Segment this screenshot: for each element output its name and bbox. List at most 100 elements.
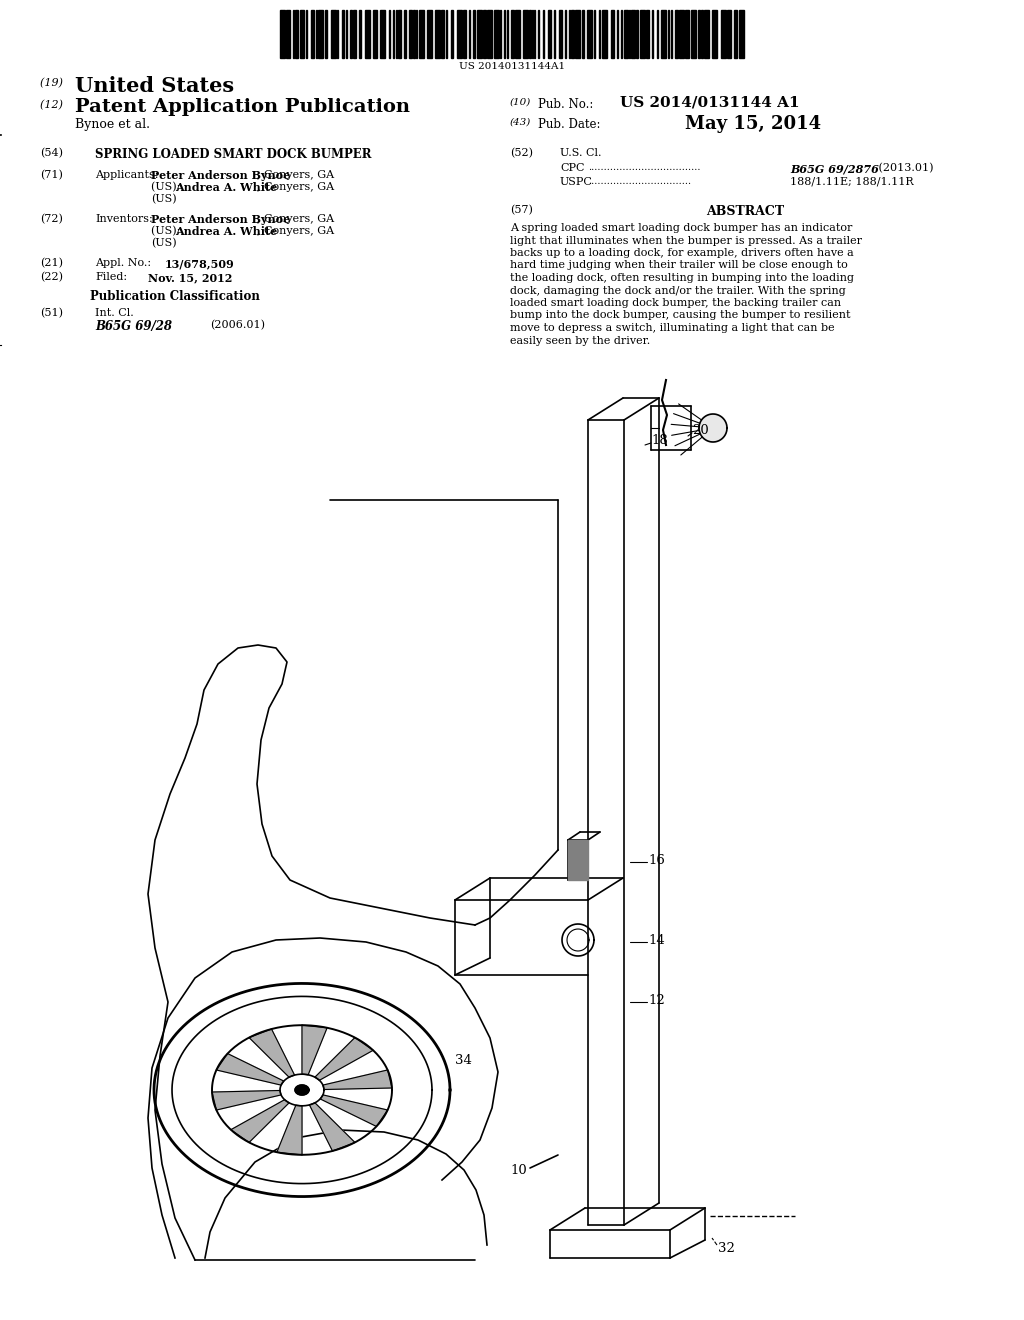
Bar: [286, 11, 290, 58]
Bar: [685, 11, 688, 58]
Text: backs up to a loading dock, for example, drivers often have a: backs up to a loading dock, for example,…: [510, 248, 854, 257]
Text: Appl. No.:: Appl. No.:: [95, 257, 152, 268]
Bar: [701, 11, 702, 58]
Bar: [636, 11, 638, 58]
Bar: [352, 11, 356, 58]
Bar: [594, 11, 595, 58]
Text: Nov. 15, 2012: Nov. 15, 2012: [148, 272, 232, 282]
Bar: [358, 11, 361, 58]
Bar: [476, 11, 481, 58]
Text: (2006.01): (2006.01): [210, 319, 265, 330]
Bar: [523, 11, 528, 58]
Text: A spring loaded smart loading dock bumper has an indicator: A spring loaded smart loading dock bumpe…: [510, 223, 852, 234]
Text: 10: 10: [510, 1163, 526, 1176]
Text: USPC: USPC: [560, 177, 593, 187]
Text: (43): (43): [510, 117, 531, 127]
Text: 18: 18: [651, 433, 668, 446]
Polygon shape: [302, 1026, 327, 1074]
Bar: [337, 11, 338, 58]
Text: (22): (22): [40, 272, 63, 282]
Bar: [640, 11, 644, 58]
Text: Andrea A. White: Andrea A. White: [175, 226, 278, 238]
Bar: [727, 11, 730, 58]
Bar: [440, 11, 444, 58]
Bar: [697, 11, 700, 58]
Text: May 15, 2014: May 15, 2014: [685, 115, 821, 133]
Bar: [616, 11, 618, 58]
Text: 20: 20: [692, 424, 709, 437]
Bar: [463, 11, 466, 58]
Polygon shape: [212, 1090, 281, 1110]
Text: CPC: CPC: [560, 162, 585, 173]
Polygon shape: [295, 1085, 309, 1096]
Bar: [318, 11, 323, 58]
Bar: [582, 11, 584, 58]
Polygon shape: [276, 1105, 302, 1155]
Bar: [514, 11, 519, 58]
Bar: [610, 11, 614, 58]
Bar: [451, 11, 453, 58]
Bar: [602, 11, 607, 58]
Text: (57): (57): [510, 205, 532, 215]
Text: 34: 34: [455, 1053, 472, 1067]
Bar: [404, 11, 406, 58]
Text: , Conyers, GA: , Conyers, GA: [257, 214, 334, 224]
Text: Applicants:: Applicants:: [95, 170, 159, 180]
Bar: [712, 11, 717, 58]
Text: the loading dock, often resulting in bumping into the loading: the loading dock, often resulting in bum…: [510, 273, 854, 282]
Bar: [494, 11, 499, 58]
Polygon shape: [230, 1100, 289, 1142]
Text: (71): (71): [40, 170, 62, 181]
Text: (2013.01): (2013.01): [874, 162, 934, 173]
Bar: [427, 11, 432, 58]
Polygon shape: [323, 1071, 392, 1089]
Bar: [310, 11, 314, 58]
Text: US 2014/0131144 A1: US 2014/0131144 A1: [620, 96, 800, 110]
Text: (52): (52): [510, 148, 534, 158]
Text: 188/1.11E; 188/1.11R: 188/1.11E; 188/1.11R: [790, 177, 913, 187]
Bar: [295, 11, 298, 58]
Text: .................................: .................................: [588, 177, 691, 186]
Text: (21): (21): [40, 257, 63, 268]
Bar: [409, 11, 412, 58]
Polygon shape: [315, 1038, 373, 1080]
Bar: [548, 11, 551, 58]
Text: Peter Anderson Bynoe: Peter Anderson Bynoe: [151, 214, 290, 224]
Bar: [739, 11, 744, 58]
Bar: [350, 11, 351, 58]
Bar: [679, 11, 684, 58]
Bar: [434, 11, 439, 58]
Bar: [280, 11, 285, 58]
Bar: [529, 11, 530, 58]
Text: Int. Cl.: Int. Cl.: [95, 308, 134, 318]
Text: 12: 12: [648, 994, 665, 1006]
Bar: [734, 11, 736, 58]
Text: Filed:: Filed:: [95, 272, 127, 282]
Bar: [457, 11, 462, 58]
Bar: [300, 11, 303, 58]
Bar: [691, 11, 696, 58]
Text: (12): (12): [40, 100, 67, 111]
Text: (US);: (US);: [151, 182, 184, 193]
Text: ....................................: ....................................: [588, 162, 700, 172]
Bar: [373, 11, 377, 58]
Text: Pub. Date:: Pub. Date:: [538, 117, 600, 131]
Text: (10): (10): [510, 98, 531, 107]
Text: (19): (19): [40, 78, 67, 88]
Bar: [624, 11, 628, 58]
Bar: [483, 11, 485, 58]
Bar: [341, 11, 344, 58]
Bar: [380, 11, 385, 58]
Text: , Conyers, GA: , Conyers, GA: [257, 226, 334, 236]
Bar: [331, 11, 336, 58]
Text: easily seen by the driver.: easily seen by the driver.: [510, 335, 650, 346]
Bar: [543, 11, 544, 58]
Text: 32: 32: [718, 1242, 735, 1254]
Text: Inventors:: Inventors:: [95, 214, 153, 224]
Polygon shape: [309, 1102, 355, 1151]
Text: bump into the dock bumper, causing the bumper to resilient: bump into the dock bumper, causing the b…: [510, 310, 851, 321]
Bar: [534, 11, 535, 58]
Bar: [511, 11, 513, 58]
Text: hard time judging when their trailer will be close enough to: hard time judging when their trailer wil…: [510, 260, 848, 271]
Text: (72): (72): [40, 214, 62, 224]
